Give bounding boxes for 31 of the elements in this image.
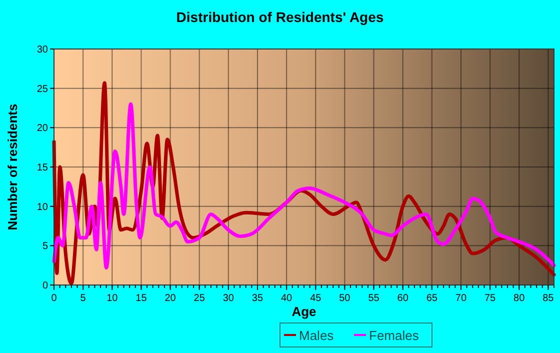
x-tick-label: 20 (164, 293, 176, 304)
x-tick-label: 40 (280, 293, 293, 304)
x-tick-label: 30 (222, 293, 234, 304)
y-tick-label: 10 (36, 202, 48, 213)
line-series (52, 102, 556, 270)
y-tick-label: 25 (36, 84, 48, 95)
y-tick-label: 5 (42, 241, 48, 252)
legend-label: Males (299, 328, 334, 343)
y-tick-label: 0 (42, 280, 48, 292)
x-tick-label: 55 (368, 293, 380, 304)
x-tick-label: 70 (455, 293, 467, 304)
x-tick-label: 5 (80, 293, 86, 304)
x-tick-label: 15 (136, 293, 148, 304)
y-tick-label: 15 (36, 162, 48, 174)
x-tick-label: 85 (542, 293, 554, 304)
y-axis-title: Number of residents (5, 104, 20, 230)
legend-label: Females (369, 328, 420, 343)
x-tick-label: 25 (194, 293, 206, 304)
x-tick-label: 35 (252, 293, 264, 304)
y-tick-label: 20 (36, 123, 48, 134)
x-tick-label: 10 (106, 293, 118, 304)
chart-title: Distribution of Residents' Ages (176, 9, 384, 25)
x-tick-label: 45 (310, 293, 322, 304)
x-tick-label: 80 (514, 293, 526, 304)
x-tick-label: 65 (426, 293, 438, 304)
x-tick-label: 60 (397, 293, 409, 304)
x-tick-label: 75 (484, 293, 496, 304)
y-tick-label: 30 (36, 44, 48, 56)
x-axis-title: Age (292, 304, 316, 319)
x-tick-label: 0 (51, 293, 58, 304)
x-tick-label: 50 (339, 293, 351, 304)
